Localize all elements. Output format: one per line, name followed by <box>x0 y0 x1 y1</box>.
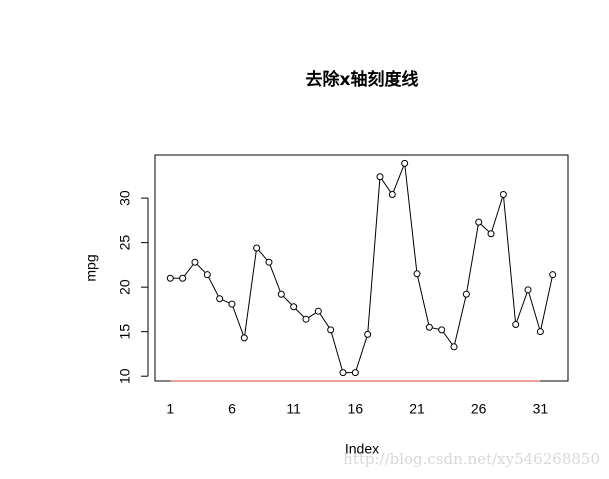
y-tick-label: 10 <box>117 368 133 384</box>
data-point <box>425 323 433 331</box>
data-point <box>388 191 396 199</box>
x-axis-label: Index <box>345 441 379 457</box>
x-tick-label: 1 <box>166 401 174 417</box>
data-point <box>549 271 557 279</box>
data-point <box>327 326 335 334</box>
data-point <box>413 270 421 278</box>
data-point <box>191 258 199 266</box>
data-point <box>253 244 261 252</box>
data-point <box>376 173 384 181</box>
data-point <box>240 334 248 342</box>
data-point <box>265 258 273 266</box>
data-point <box>290 303 298 311</box>
data-point <box>179 274 187 282</box>
data-point <box>512 321 520 329</box>
data-point <box>450 343 458 351</box>
watermark: http://blog.csdn.net/xy546268850 <box>343 450 600 468</box>
x-tick-label: 31 <box>533 401 549 417</box>
y-tick-label: 20 <box>117 279 133 295</box>
data-point <box>438 326 446 334</box>
data-point <box>314 307 322 315</box>
data-point <box>475 218 483 226</box>
y-tick-label: 30 <box>117 190 133 206</box>
x-tick-label: 21 <box>409 401 425 417</box>
data-point <box>401 159 409 167</box>
data-point <box>203 271 211 279</box>
data-point <box>339 369 347 377</box>
data-point <box>524 286 532 294</box>
y-axis-label: mpg <box>83 254 99 281</box>
data-point <box>462 290 470 298</box>
data-point <box>166 274 174 282</box>
data-point <box>277 290 285 298</box>
data-point <box>216 295 224 303</box>
x-tick-label: 26 <box>471 401 487 417</box>
x-tick-label: 16 <box>348 401 364 417</box>
data-point <box>487 230 495 238</box>
data-point <box>228 300 236 308</box>
x-tick-label: 6 <box>228 401 236 417</box>
data-point <box>351 369 359 377</box>
data-point <box>499 191 507 199</box>
x-tick-label: 11 <box>286 401 301 417</box>
data-point <box>302 315 310 323</box>
data-point <box>364 330 372 338</box>
data-point <box>536 328 544 336</box>
y-tick-label: 25 <box>117 235 133 251</box>
y-tick-label: 15 <box>117 324 133 340</box>
chart-title: 去除x轴刻度线 <box>306 69 419 90</box>
